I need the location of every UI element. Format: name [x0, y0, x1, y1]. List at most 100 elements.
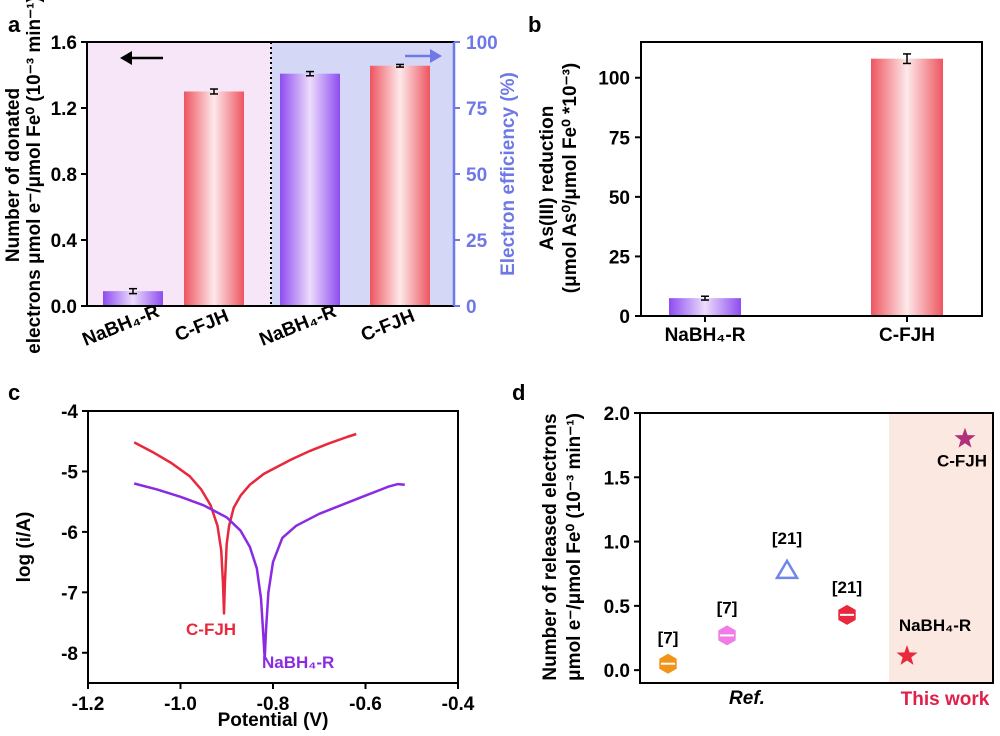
panel-c-ylabel: log (i/A)	[14, 512, 35, 583]
bar-a-left-0	[103, 291, 163, 306]
ticklabel-b-2: 50	[609, 188, 630, 209]
errorbar-b-1	[903, 53, 911, 65]
errorbar-b-0	[701, 295, 709, 301]
ticklabel-a-left-1: 0.4	[51, 231, 78, 252]
panel-c-y-ticks: -8 -7 -6 -5 -4	[61, 402, 88, 665]
panel-b-ylabel-line1: As(III) reduction	[537, 106, 558, 251]
ticklabel-c-x-4: -0.4	[442, 694, 475, 715]
right-arrow-icon	[405, 49, 442, 63]
bar-b-1	[871, 58, 943, 317]
curve-c-1	[133, 482, 405, 661]
errorbar-a-right-0	[306, 70, 314, 77]
bar-a-right-1	[370, 65, 430, 306]
ticklabel-d-0: 0.0	[604, 661, 630, 682]
ticklabel-d-1: 0.5	[604, 597, 631, 618]
pointlabel-d-3: [21]	[832, 578, 862, 597]
panel-d-ylabel-line1: Number of released electrons	[540, 413, 561, 680]
panel-a-bars	[103, 65, 430, 307]
panel-a-right-ticks: 0 25 50 75 100	[454, 33, 498, 318]
panel-b-label: b	[528, 12, 541, 37]
curve-c-0	[133, 432, 357, 615]
panel-c-label-cfjh: C-FJH	[186, 620, 236, 639]
panel-b: b 0 25 50 75 100 NaBH₄-R C-FJH As(III) reduct…	[528, 12, 983, 346]
panel-b-frame	[640, 41, 983, 317]
panel-a-ylabel-line2: electrons μmol e⁻/μmol Fe⁰ (10⁻³ min⁻¹)	[24, 0, 45, 354]
panel-b-ylabel-line2: (μmol As⁰/μmol Fe⁰ *10⁻³)	[560, 63, 581, 293]
category-a-2: NaBH₄-R	[257, 301, 340, 351]
ticklabel-a-left-0: 0.0	[51, 297, 77, 318]
panel-c-frame	[87, 410, 459, 684]
left-arrow-icon	[120, 51, 163, 65]
ticklabel-b-0: 0	[619, 307, 630, 328]
ticklabel-c-y-0: -8	[61, 644, 78, 665]
category-a-3: C-FJH	[358, 306, 418, 346]
panel-b-error-bars	[701, 53, 911, 301]
panel-c-curves	[133, 432, 405, 661]
panel-c: c -1.2 -1.0 -0.8 -0.6 -0.4 -8-7-6-5-4 C-FJH …	[8, 380, 475, 731]
panel-b-category-labels: NaBH₄-R C-FJH	[665, 316, 935, 346]
hexagon-marker-d-3	[838, 604, 856, 625]
panel-d-xlabel: Ref.	[729, 688, 765, 709]
panel-a-ylabel-line1: Number of donated	[3, 88, 24, 262]
pointlabel-d-5: C-FJH	[937, 452, 987, 471]
ticklabel-a-left-2: 0.8	[51, 165, 77, 186]
ticklabel-c-x-0: -1.2	[72, 694, 105, 715]
panel-a-label: a	[8, 12, 21, 37]
ticklabel-d-3: 1.5	[604, 468, 631, 489]
ticklabel-b-1: 25	[609, 247, 631, 268]
ticklabel-c-y-1: -7	[61, 583, 78, 604]
ticklabel-c-x-2: -0.8	[257, 694, 290, 715]
panel-c-label-nabh4: NaBH₄-R	[262, 653, 334, 672]
panel-d-frame	[639, 412, 994, 684]
category-a-0: NaBH₄-R	[80, 301, 163, 351]
star-marker-d-5	[954, 427, 976, 448]
panel-d-points	[659, 427, 976, 674]
errorbar-a-left-1	[210, 88, 218, 95]
panel-d-label: d	[512, 380, 525, 405]
ticklabel-b-3: 75	[609, 128, 631, 149]
panel-c-x-ticks: -1.2 -1.0 -0.8 -0.6 -0.4	[72, 683, 475, 715]
bar-a-right-0	[280, 73, 340, 307]
ticklabel-b-4: 100	[598, 69, 630, 90]
ticklabel-c-y-2: -6	[61, 523, 78, 544]
panel-d-y-ticks: 0.0 0.5 1.0 1.5 2.0	[604, 404, 640, 682]
panel-a-category-labels: NaBH₄-R C-FJH NaBH₄-R C-FJH	[80, 301, 418, 351]
panel-c-xlabel: Potential (V)	[218, 710, 329, 731]
errorbar-a-left-0	[129, 287, 137, 295]
ticklabel-d-4: 2.0	[604, 404, 630, 425]
ticklabel-a-right-4: 100	[466, 33, 498, 54]
panel-d: d 0.0 0.5 1.0 1.5 2.0 [7] [7] [21] [21] NaBH₄-R C…	[512, 380, 994, 710]
panel-d-point-labels: [7] [7] [21] [21] NaBH₄-R C-FJH	[658, 452, 987, 648]
ticklabel-a-right-3: 75	[466, 99, 488, 120]
triangle-marker-d-2	[774, 558, 800, 580]
star-marker-d-4	[896, 645, 918, 665]
category-b-1: C-FJH	[879, 325, 935, 346]
hexagon-marker-d-1	[718, 625, 736, 646]
ticklabel-a-right-0: 0	[466, 297, 477, 318]
ticklabel-d-2: 1.0	[604, 533, 630, 554]
panel-d-highlight-region	[889, 413, 993, 683]
bar-b-0	[669, 298, 741, 316]
ticklabel-a-left-4: 1.6	[51, 33, 77, 54]
hexagon-marker-d-0	[659, 653, 677, 674]
panel-b-bars	[669, 58, 943, 317]
pointlabel-d-4: NaBH₄-R	[899, 616, 971, 635]
pointlabel-d-1: [7]	[717, 598, 738, 617]
panel-d-ylabel-line2: μmol e⁻/μmol Fe⁰ (10⁻³ min⁻¹)	[564, 413, 585, 681]
panel-d-this-work-label: This work	[901, 689, 990, 710]
panel-b-y-ticks: 0 25 50 75 100	[598, 69, 641, 328]
bar-a-left-1	[184, 91, 244, 306]
ticklabel-c-y-4: -4	[61, 402, 78, 423]
ticklabel-a-right-2: 50	[466, 165, 487, 186]
panel-a-left-ticks: 0.0 0.4 0.8 1.2 1.6	[51, 33, 87, 318]
pointlabel-d-2: [21]	[772, 529, 802, 548]
pointlabel-d-0: [7]	[658, 629, 679, 648]
ticklabel-c-y-3: -5	[61, 462, 78, 483]
errorbar-a-right-1	[396, 63, 404, 68]
category-b-0: NaBH₄-R	[665, 325, 746, 346]
ticklabel-c-x-1: -1.0	[164, 694, 197, 715]
panel-a-error-bars	[129, 63, 404, 295]
panel-c-label: c	[8, 380, 20, 405]
